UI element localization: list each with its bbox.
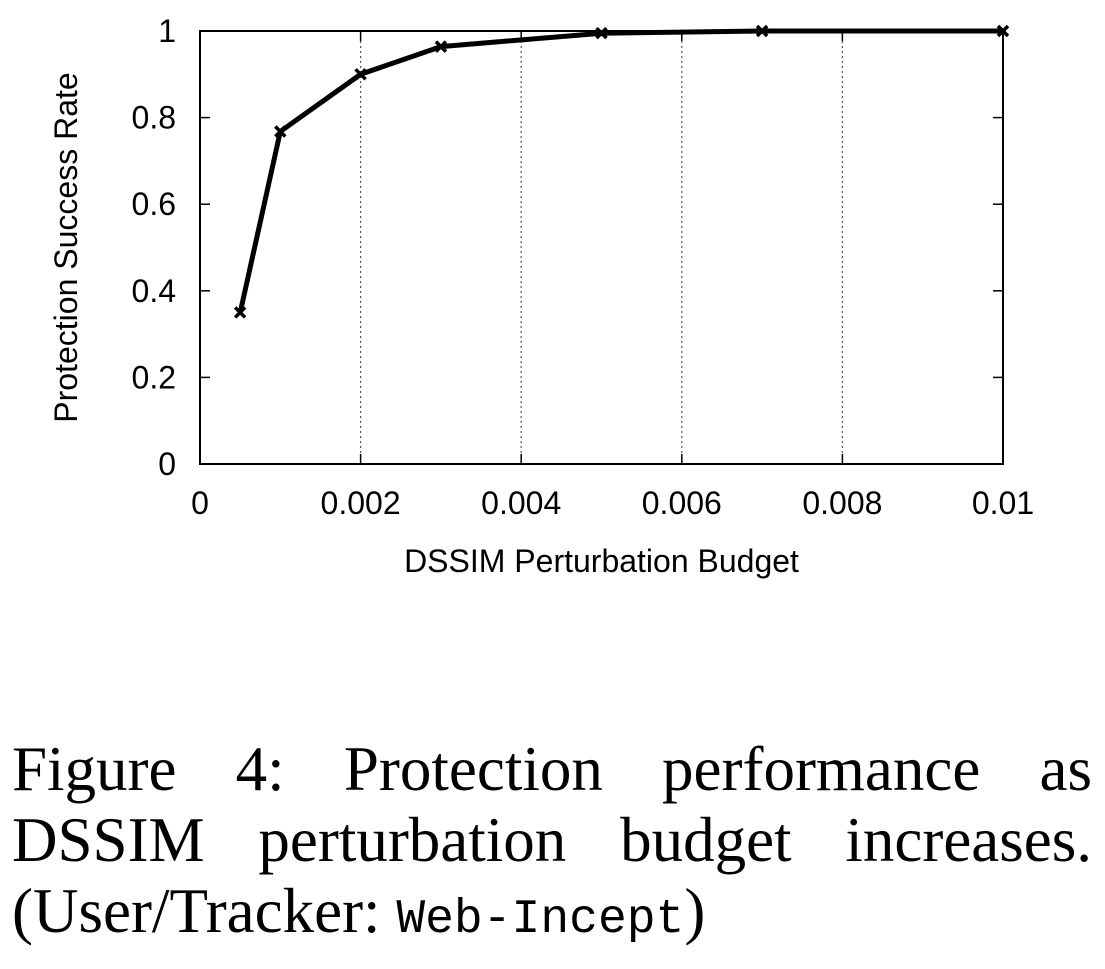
- grid-lines: [360, 31, 844, 464]
- series: [233, 24, 1010, 319]
- y-axis-title: Protection Success Rate: [48, 72, 84, 422]
- y-tick-label: 1: [158, 13, 176, 49]
- data-point: [233, 306, 247, 319]
- x-tick-label: 0.01: [972, 485, 1034, 521]
- x-tick-label: 0.006: [642, 485, 722, 521]
- line-chart: 0 0.002 0.004 0.006 0.008 0.01 0 0.2 0.4 0.6 0.8 1…: [48, 13, 1034, 579]
- axis-ticks: [199, 30, 1004, 465]
- data-point: [274, 125, 287, 138]
- data-point: [996, 24, 1010, 38]
- y-tick-label: 0.4: [132, 273, 176, 309]
- x-tick-label: 0: [191, 485, 209, 521]
- x-tick-label: 0.002: [321, 485, 401, 521]
- y-tick-label: 0.2: [132, 359, 176, 395]
- caption-code: Web-Incept: [396, 893, 685, 947]
- x-axis-tick-labels: 0 0.002 0.004 0.006 0.008 0.01: [191, 485, 1034, 521]
- y-tick-label: 0.8: [132, 100, 176, 136]
- data-point: [354, 68, 367, 81]
- plot-frame: [199, 30, 1004, 465]
- y-tick-label: 0.6: [132, 186, 176, 222]
- figure-caption: Figure 4: Protection performance as DSSI…: [12, 734, 1092, 956]
- data-point: [434, 40, 448, 53]
- y-axis-tick-labels: 0 0.2 0.4 0.6 0.8 1: [132, 13, 176, 482]
- caption-text: Figure 4: Protection performance as DSSI…: [12, 734, 1092, 946]
- y-tick-label: 0: [158, 446, 176, 482]
- x-tick-label: 0.004: [481, 485, 561, 521]
- data-point: [595, 26, 608, 40]
- caption-close: ): [684, 876, 706, 946]
- x-tick-label: 0.008: [802, 485, 882, 521]
- x-axis-title: DSSIM Perturbation Budget: [404, 543, 799, 579]
- series-line: [237, 28, 1003, 314]
- data-point: [755, 24, 769, 38]
